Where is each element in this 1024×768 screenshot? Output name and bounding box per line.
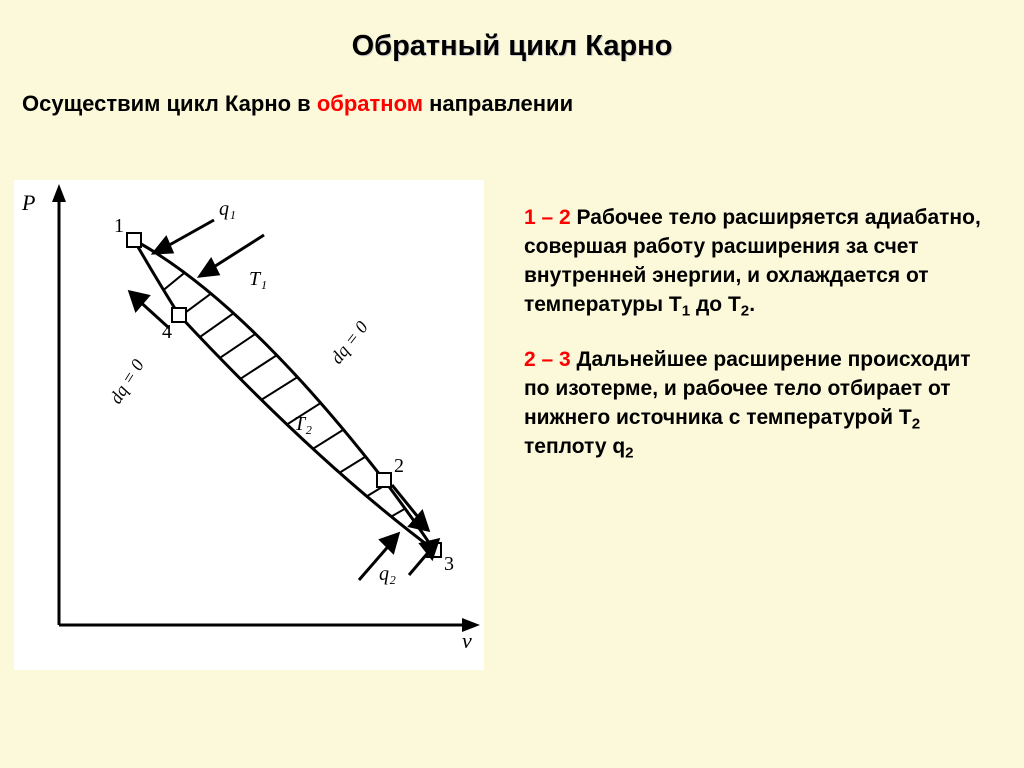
para2-sub2: 2 (625, 444, 633, 461)
svg-text:dq = 0: dq = 0 (105, 356, 147, 407)
svg-text:v: v (462, 628, 472, 653)
para1-mid: до T (690, 293, 741, 316)
description-text: 1 – 2 Рабочее тело расширяется адиабатно… (524, 204, 994, 462)
svg-text:dq = 0: dq = 0 (326, 317, 371, 367)
svg-text:q₂: q₂ (379, 563, 396, 585)
diagram-svg: T₁ T₂ q₁ q₂ dq = 0 dq = 0 P v 1 2 3 4 (14, 180, 484, 670)
svg-text:T₁: T₁ (249, 268, 267, 290)
page-title: Обратный цикл Карно (0, 0, 1024, 63)
para2-mid: теплоту q (524, 435, 625, 458)
para1-end: . (749, 293, 755, 316)
step-2-3: 2 – 3 (524, 348, 571, 371)
svg-text:2: 2 (394, 455, 404, 477)
para2-text: Дальнейшее расширение происходит по изот… (524, 348, 971, 429)
svg-text:1: 1 (114, 215, 124, 237)
subtitle-before: Осуществим цикл Карно в (22, 91, 317, 116)
para2-sub1: 2 (912, 415, 920, 432)
subtitle: Осуществим цикл Карно в обратном направл… (22, 91, 1024, 117)
carnot-diagram: T₁ T₂ q₁ q₂ dq = 0 dq = 0 P v 1 2 3 4 (14, 180, 484, 670)
subtitle-accent: обратном (317, 91, 423, 116)
slide: Обратный цикл Карно Осуществим цикл Карн… (0, 0, 1024, 768)
para1-sub2: 2 (741, 302, 749, 319)
svg-text:P: P (21, 190, 35, 215)
svg-text:4: 4 (162, 321, 172, 343)
subtitle-after: направлении (423, 91, 573, 116)
svg-text:q₁: q₁ (219, 198, 236, 220)
para-1: 1 – 2 Рабочее тело расширяется адиабатно… (524, 204, 994, 320)
step-1-2: 1 – 2 (524, 206, 571, 229)
para1-sub1: 1 (682, 302, 690, 319)
para-2: 2 – 3 Дальнейшее расширение происходит п… (524, 346, 994, 462)
svg-text:3: 3 (444, 553, 454, 575)
svg-text:T₂: T₂ (294, 413, 312, 435)
